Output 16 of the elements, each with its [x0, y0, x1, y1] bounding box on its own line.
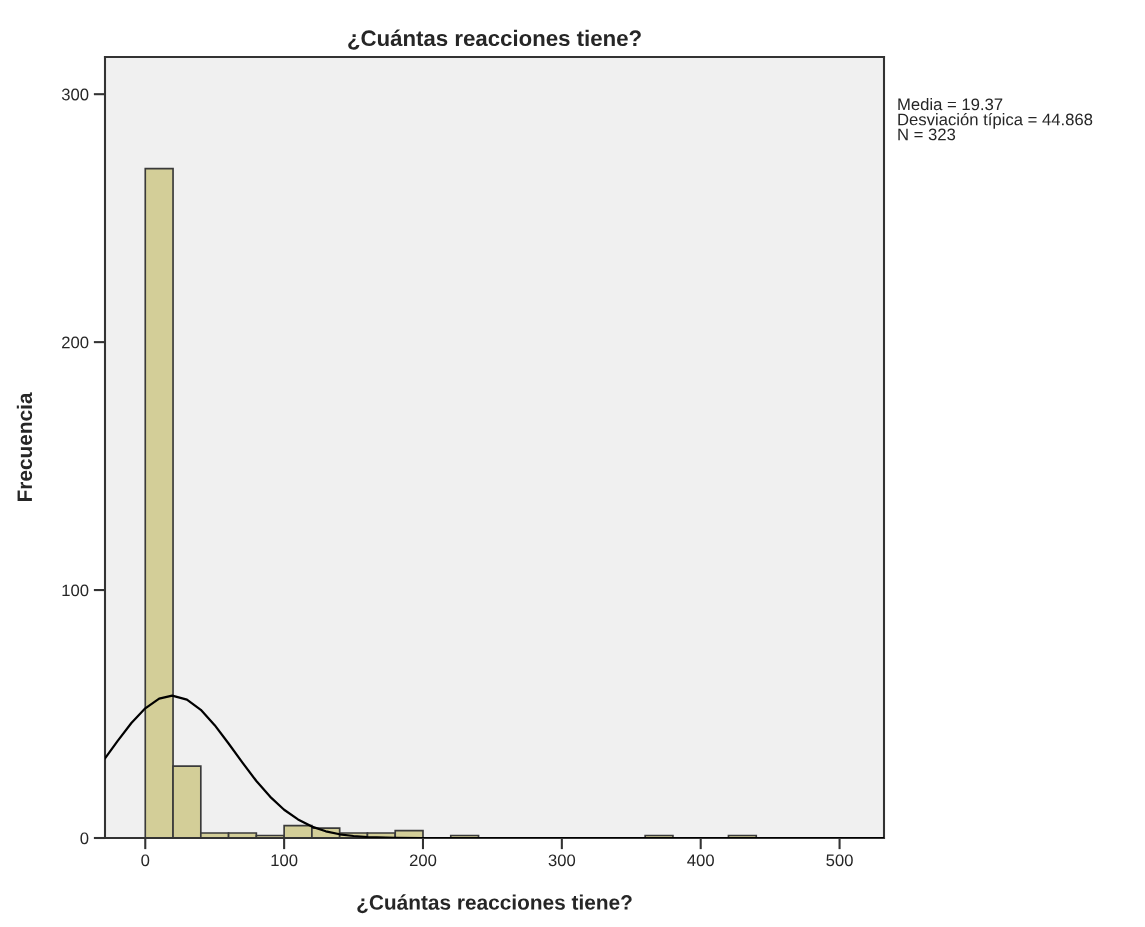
x-tick-label: 300 — [548, 854, 576, 867]
y-tick-label: 200 — [62, 336, 89, 349]
x-tick-label: 200 — [409, 854, 437, 867]
x-tick-label: 500 — [826, 854, 853, 867]
x-tick-label: 400 — [687, 854, 714, 867]
y-tick-label: 300 — [61, 88, 89, 101]
y-axis-title: Frecuencia — [16, 392, 33, 502]
text: N = 323 — [898, 128, 956, 141]
text: Desviación típica = 44.868 — [898, 112, 1093, 129]
text: Media = 19.37 — [898, 98, 1003, 111]
y-tick-label: 0 — [80, 832, 89, 845]
y-tick-label: 100 — [62, 584, 89, 597]
x-tick-label: 100 — [271, 854, 298, 867]
x-axis-title: ¿Cuántas reacciones tiene? — [357, 894, 632, 914]
chart-title: ¿Cuántas reacciones tiene? — [348, 29, 641, 50]
x-tick-label: 0 — [141, 854, 150, 867]
